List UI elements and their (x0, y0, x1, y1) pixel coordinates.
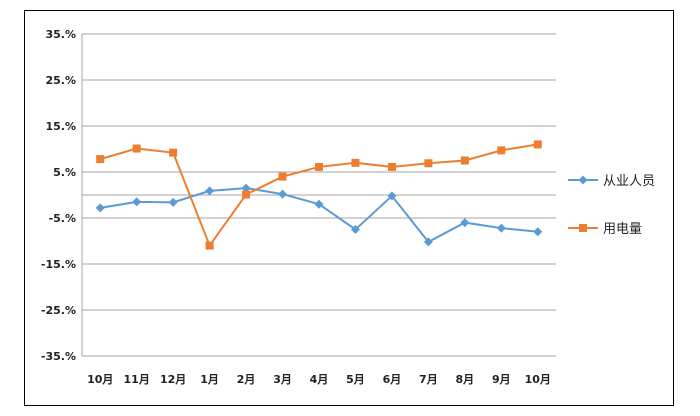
data-point (460, 156, 469, 165)
data-point (278, 189, 288, 199)
y-tick-label: -25.% (41, 304, 76, 317)
data-point (132, 144, 141, 153)
data-point (169, 148, 178, 157)
data-point (132, 197, 142, 207)
y-axis-ticks: 35.% 25.% 15.% 5.% -5.% -15.% -25.% -35.% (41, 28, 76, 363)
x-axis-ticks: 10月 11月 12月 1月 2月 3月 4月 5月 6月 7月 8月 9月 10月 (87, 373, 551, 386)
x-tick-label: 4月 (310, 373, 329, 386)
data-point (496, 223, 506, 233)
data-point (533, 227, 543, 237)
y-tick-label: -5.% (49, 212, 76, 225)
x-tick-label: 3月 (273, 373, 292, 386)
data-point (96, 155, 105, 164)
data-point (350, 225, 360, 234)
x-tick-label: 7月 (419, 373, 438, 386)
data-point (497, 146, 506, 155)
data-point (460, 218, 470, 228)
data-point (533, 140, 542, 149)
y-tick-label: -15.% (41, 258, 76, 271)
y-tick-label: 15.% (45, 120, 76, 133)
y-tick-label: 5.% (53, 166, 76, 179)
data-point (95, 203, 105, 213)
series-line (100, 187, 538, 244)
x-tick-label: 5月 (346, 373, 365, 386)
x-tick-label: 9月 (492, 373, 511, 386)
legend-label: 用电量 (603, 222, 642, 237)
x-tick-label: 11月 (124, 373, 150, 386)
data-point (387, 191, 397, 201)
x-tick-label: 6月 (383, 373, 402, 386)
series-layer (95, 140, 543, 250)
data-point (314, 199, 324, 209)
data-point (168, 197, 178, 207)
y-tick-label: -35.% (41, 350, 76, 363)
data-point (315, 162, 323, 171)
x-tick-label: 8月 (456, 373, 475, 386)
x-tick-label: 10月 (525, 373, 551, 386)
data-point (423, 237, 433, 247)
data-point (278, 172, 287, 181)
y-tick-label: 35.% (45, 28, 76, 41)
y-tick-label: 25.% (45, 74, 76, 87)
data-point (205, 241, 214, 250)
x-tick-label: 1月 (200, 373, 219, 386)
data-point (242, 190, 251, 199)
x-tick-label: 12月 (160, 373, 186, 386)
data-point (424, 159, 433, 168)
legend-marker (578, 175, 588, 185)
legend-marker (579, 224, 587, 232)
data-point (205, 186, 215, 196)
data-point (387, 162, 396, 171)
data-point (241, 183, 251, 193)
x-tick-label: 10月 (87, 373, 113, 386)
chart-frame (24, 10, 674, 406)
legend-label: 从业人员 (603, 174, 655, 189)
x-tick-label: 2月 (237, 373, 256, 386)
data-point (351, 158, 360, 167)
gridlines (81, 33, 556, 357)
